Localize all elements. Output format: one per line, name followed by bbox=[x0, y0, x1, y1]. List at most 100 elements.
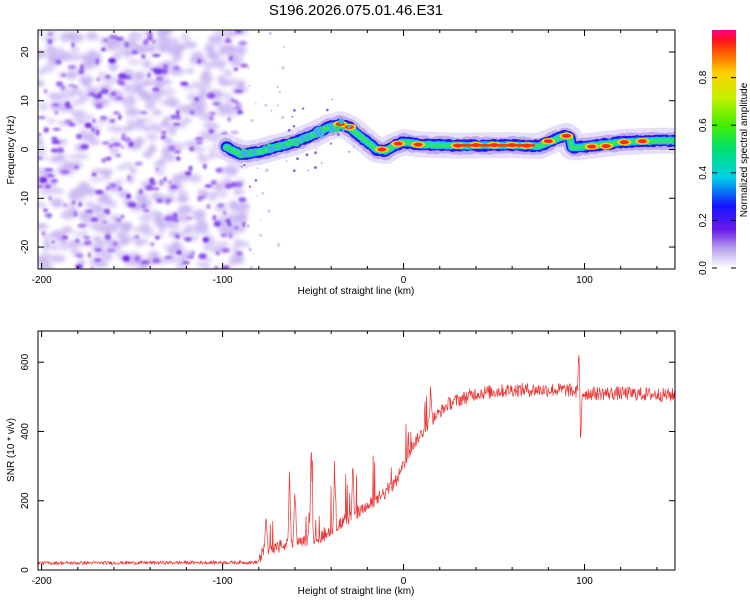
noise-blob bbox=[46, 117, 56, 124]
noise-blob bbox=[219, 223, 231, 230]
noise-blob bbox=[190, 53, 201, 61]
noise-blob bbox=[184, 141, 196, 148]
noise-blob bbox=[101, 101, 110, 107]
noise-blob-strong bbox=[54, 110, 59, 115]
noise-speck bbox=[246, 224, 250, 228]
noise-blob-strong bbox=[168, 145, 176, 152]
noise-blob bbox=[146, 133, 158, 142]
ridge-blob bbox=[273, 146, 278, 150]
noise-blob bbox=[168, 47, 183, 57]
noise-blob-strong bbox=[149, 177, 155, 182]
noise-blob bbox=[169, 67, 185, 76]
noise-blob-strong bbox=[155, 167, 160, 171]
noise-blob-strong bbox=[38, 184, 44, 189]
noise-blob-strong bbox=[71, 41, 75, 48]
noise-blob bbox=[142, 59, 152, 69]
noise-blob-strong bbox=[134, 161, 143, 166]
noise-blob-strong bbox=[165, 198, 172, 202]
noise-blob bbox=[148, 144, 157, 154]
colorbar-tick-label: 0.8 bbox=[698, 70, 709, 84]
noise-blob bbox=[116, 231, 124, 239]
ridge-blob bbox=[316, 130, 322, 136]
noise-blob bbox=[224, 165, 237, 171]
noise-blob bbox=[222, 107, 231, 114]
noise-blob bbox=[94, 261, 109, 268]
noise-blob-strong bbox=[202, 237, 209, 243]
noise-blob-strong bbox=[153, 68, 163, 75]
noise-blob-strong bbox=[214, 220, 221, 227]
noise-speck bbox=[252, 253, 254, 255]
noise-blob-strong bbox=[84, 240, 92, 246]
snr-xlabel: Height of straight line (km) bbox=[298, 586, 415, 597]
noise-speck bbox=[283, 45, 286, 49]
noise-blob bbox=[153, 163, 167, 169]
noise-blob-strong bbox=[172, 65, 180, 71]
noise-blob bbox=[88, 138, 100, 146]
noise-blob-strong bbox=[100, 88, 109, 95]
ridge-blob bbox=[341, 127, 346, 132]
noise-blob-strong bbox=[233, 99, 239, 104]
noise-blob-strong bbox=[95, 189, 104, 195]
noise-blob-strong bbox=[180, 81, 189, 86]
noise-blob-strong bbox=[74, 165, 79, 170]
noise-blob-strong bbox=[215, 167, 223, 173]
noise-blob-strong bbox=[174, 234, 180, 239]
noise-blob-strong bbox=[52, 127, 61, 131]
ridge-blob bbox=[247, 148, 254, 156]
spectrogram-ytick-label: 10 bbox=[20, 95, 31, 107]
noise-blob-strong bbox=[123, 136, 132, 143]
noise-blob bbox=[233, 187, 244, 196]
ridge-speck bbox=[313, 166, 317, 169]
noise-blob bbox=[231, 245, 239, 254]
noise-blob bbox=[38, 136, 44, 145]
noise-blob-strong bbox=[152, 54, 161, 57]
noise-blob-strong bbox=[47, 38, 53, 45]
noise-blob-strong bbox=[46, 212, 52, 219]
noise-blob-strong bbox=[233, 226, 239, 229]
noise-blob bbox=[41, 253, 53, 260]
ridge-blob bbox=[307, 135, 311, 140]
noise-blob bbox=[160, 87, 176, 97]
noise-blob bbox=[196, 260, 203, 267]
noise-speck bbox=[276, 104, 279, 107]
noise-blob bbox=[122, 162, 134, 169]
noise-blob bbox=[67, 88, 83, 96]
noise-blob bbox=[189, 59, 197, 66]
noise-blob bbox=[188, 174, 202, 183]
noise-blob-strong bbox=[133, 234, 140, 239]
noise-blob-strong bbox=[174, 218, 179, 223]
noise-blob-strong bbox=[118, 187, 122, 190]
noise-blob bbox=[236, 202, 250, 211]
noise-blob-strong bbox=[159, 179, 164, 186]
colorbar-tick-label: 0.4 bbox=[698, 165, 709, 179]
noise-blob-strong bbox=[106, 186, 110, 191]
noise-blob bbox=[48, 54, 64, 61]
noise-blob bbox=[50, 254, 66, 263]
noise-blob-strong bbox=[80, 144, 89, 150]
noise-blob bbox=[68, 33, 85, 43]
noise-speck bbox=[277, 245, 280, 248]
noise-blob-strong bbox=[78, 69, 85, 75]
noise-blob-strong bbox=[155, 235, 160, 240]
noise-blob-strong bbox=[43, 208, 48, 212]
noise-blob bbox=[134, 194, 142, 200]
noise-blob bbox=[115, 220, 123, 226]
noise-blob bbox=[43, 36, 57, 42]
noise-blob-strong bbox=[75, 253, 84, 258]
noise-blob bbox=[209, 61, 222, 67]
ridge-blob bbox=[268, 145, 274, 152]
noise-blob bbox=[126, 118, 134, 125]
ridge-speck bbox=[240, 165, 243, 168]
spectrogram-ytick-label: 0 bbox=[20, 146, 31, 152]
snr-plot-area bbox=[38, 331, 675, 570]
noise-blob bbox=[185, 68, 195, 74]
spectrogram-ridge bbox=[213, 98, 675, 188]
ridge-hotspot-red bbox=[619, 140, 629, 145]
noise-speck bbox=[264, 168, 269, 173]
noise-blob bbox=[202, 121, 217, 127]
noise-blob-strong bbox=[140, 260, 150, 265]
noise-blob-strong bbox=[152, 258, 161, 264]
noise-blob-strong bbox=[64, 119, 74, 125]
ridge-speck bbox=[331, 98, 334, 101]
